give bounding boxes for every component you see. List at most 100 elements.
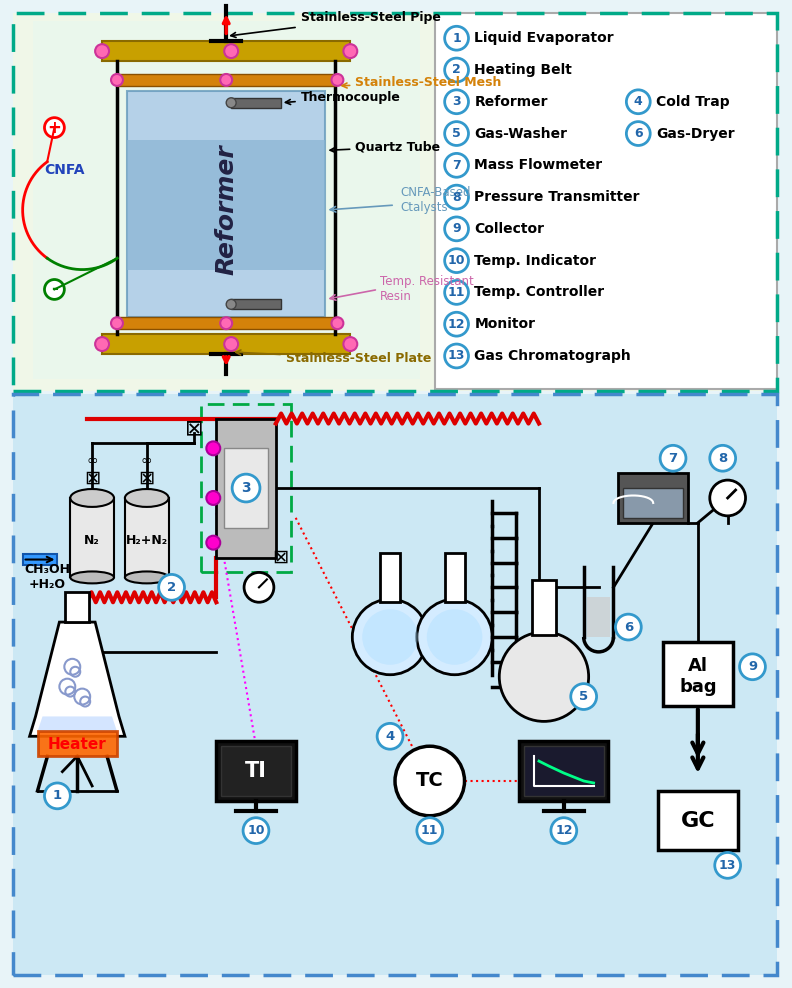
Bar (623, 488, 683, 518)
Bar (127, 140, 326, 270)
Circle shape (444, 122, 469, 145)
Circle shape (244, 572, 274, 603)
Text: 4: 4 (634, 95, 642, 109)
Bar (70, 498, 114, 577)
Text: Quartz Tube: Quartz Tube (330, 140, 440, 153)
Circle shape (207, 535, 220, 549)
Circle shape (615, 615, 642, 640)
Circle shape (111, 74, 123, 86)
Text: 2: 2 (452, 63, 461, 76)
Bar (216, 741, 295, 801)
Ellipse shape (125, 571, 169, 583)
Circle shape (220, 317, 232, 329)
Circle shape (444, 312, 469, 336)
Text: Stainless-Steel Pipe: Stainless-Steel Pipe (230, 11, 440, 38)
Circle shape (444, 27, 469, 50)
Text: 3: 3 (242, 481, 251, 495)
Bar (23, 553, 57, 565)
Circle shape (207, 442, 220, 455)
Circle shape (377, 723, 403, 749)
Bar (658, 791, 737, 851)
Bar (117, 74, 336, 86)
Bar (127, 91, 326, 317)
Text: 6: 6 (624, 620, 633, 633)
Text: 7: 7 (668, 452, 678, 464)
Circle shape (444, 58, 469, 82)
Text: Temp. Resistant
Resin: Temp. Resistant Resin (380, 276, 474, 303)
Circle shape (344, 337, 357, 351)
Bar (619, 473, 688, 523)
Circle shape (710, 480, 745, 516)
Text: Gas-Washer: Gas-Washer (474, 126, 567, 140)
Text: Temp. Controller: Temp. Controller (474, 286, 604, 299)
Circle shape (158, 574, 185, 601)
Bar (13, 14, 777, 390)
Text: Gas-Dryer: Gas-Dryer (656, 126, 735, 140)
Circle shape (626, 90, 650, 114)
Circle shape (661, 446, 686, 471)
Circle shape (95, 44, 109, 58)
Text: ⊠: ⊠ (272, 548, 289, 567)
Bar (221, 746, 291, 796)
Text: 5: 5 (579, 690, 588, 703)
Circle shape (111, 317, 123, 329)
Bar (519, 741, 608, 801)
Text: Cold Trap: Cold Trap (656, 95, 729, 109)
Text: 4: 4 (386, 730, 394, 743)
Text: Stainless-Steel Mesh: Stainless-Steel Mesh (342, 76, 501, 89)
Ellipse shape (125, 489, 169, 507)
Text: Stainless-Steel Plate: Stainless-Steel Plate (236, 350, 431, 365)
Circle shape (417, 818, 443, 844)
Ellipse shape (70, 489, 114, 507)
Polygon shape (29, 622, 125, 736)
Circle shape (207, 491, 220, 505)
Bar (224, 449, 268, 528)
Circle shape (224, 44, 238, 58)
Text: 6: 6 (634, 127, 642, 140)
Circle shape (395, 746, 465, 816)
Text: Monitor: Monitor (474, 317, 535, 331)
Ellipse shape (70, 571, 114, 583)
Text: 13: 13 (448, 350, 465, 363)
Circle shape (551, 818, 577, 844)
Text: Gas Chromatograph: Gas Chromatograph (474, 349, 631, 363)
Circle shape (444, 153, 469, 177)
Text: 9: 9 (452, 222, 461, 235)
Circle shape (710, 446, 736, 471)
Text: 2: 2 (167, 581, 176, 594)
Bar (435, 14, 777, 388)
Text: Liquid Evaporator: Liquid Evaporator (474, 32, 614, 45)
Circle shape (44, 118, 64, 137)
Circle shape (444, 249, 469, 273)
Circle shape (44, 782, 70, 809)
Text: Al
bag: Al bag (679, 657, 717, 697)
Bar (102, 334, 350, 354)
Text: 1: 1 (53, 789, 62, 802)
Bar (216, 419, 276, 557)
Circle shape (714, 853, 741, 878)
Text: CH₃OH
+H₂O: CH₃OH +H₂O (25, 563, 70, 592)
Bar (663, 642, 733, 706)
Text: 10: 10 (247, 824, 265, 837)
Text: N₂: N₂ (84, 535, 100, 547)
Circle shape (332, 317, 344, 329)
Circle shape (417, 600, 493, 675)
Text: 12: 12 (555, 824, 573, 837)
Text: Reformer: Reformer (214, 144, 238, 276)
Bar (117, 317, 336, 329)
Circle shape (95, 337, 109, 351)
Text: 11: 11 (447, 286, 466, 299)
Circle shape (220, 74, 232, 86)
Bar (380, 552, 400, 603)
Circle shape (224, 337, 238, 351)
Circle shape (444, 90, 469, 114)
Text: 8: 8 (718, 452, 727, 464)
Circle shape (444, 185, 469, 209)
Text: 13: 13 (719, 859, 737, 871)
Bar (65, 592, 89, 622)
Text: Temp. Indicator: Temp. Indicator (474, 254, 596, 268)
Text: TC: TC (416, 772, 444, 790)
Text: CNFA: CNFA (44, 163, 85, 177)
Bar (444, 552, 465, 603)
Circle shape (740, 654, 765, 680)
